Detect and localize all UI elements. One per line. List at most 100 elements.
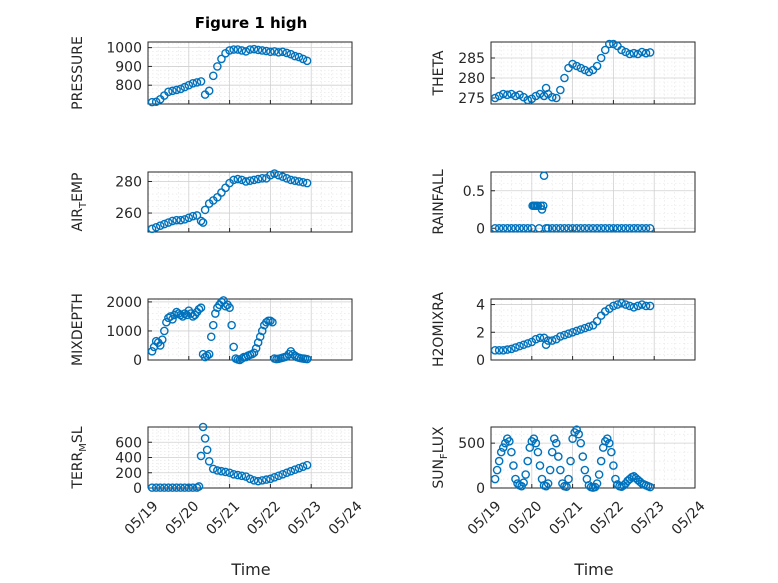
data-point bbox=[536, 201, 546, 211]
axes-background-mixdepth bbox=[147, 298, 353, 361]
data-point bbox=[605, 223, 614, 233]
y-tick-label: 800 bbox=[115, 78, 142, 94]
data-point bbox=[551, 93, 561, 103]
y-tick-label: 275 bbox=[458, 91, 485, 107]
data-point bbox=[184, 213, 194, 223]
data-point bbox=[645, 482, 655, 492]
data-point bbox=[237, 46, 247, 55]
data-point bbox=[160, 326, 169, 336]
data-point bbox=[249, 175, 259, 185]
data-point bbox=[198, 218, 208, 227]
y-tick-label: 2 bbox=[476, 325, 485, 341]
data-point bbox=[633, 223, 643, 233]
x-tick-label: 05/19 bbox=[122, 498, 162, 538]
data-point bbox=[625, 223, 635, 233]
data-point bbox=[294, 52, 304, 62]
data-point bbox=[225, 468, 234, 478]
data-point bbox=[592, 479, 602, 488]
data-point bbox=[641, 301, 651, 311]
data-point bbox=[282, 174, 292, 183]
y-tick-label: 280 bbox=[115, 174, 142, 190]
data-point bbox=[509, 461, 518, 470]
data-point bbox=[576, 325, 586, 334]
x-axis-label-right: Time bbox=[573, 560, 613, 579]
data-point bbox=[547, 447, 557, 457]
data-point bbox=[147, 346, 157, 356]
data-point bbox=[629, 303, 639, 312]
data-point bbox=[596, 223, 606, 233]
data-point bbox=[208, 71, 218, 81]
data-point bbox=[251, 344, 261, 353]
y-axis-label-h2omixra: H2OMIXRA bbox=[431, 292, 447, 367]
data-point bbox=[523, 223, 533, 233]
data-point bbox=[554, 452, 563, 461]
data-point bbox=[196, 303, 206, 313]
data-point bbox=[202, 445, 212, 455]
data-point bbox=[556, 465, 565, 475]
data-point bbox=[266, 47, 275, 57]
subplot-h2omixra: 0 2 4 H2OMIXRA bbox=[431, 292, 696, 369]
data-point bbox=[188, 79, 198, 88]
data-point bbox=[172, 85, 181, 95]
data-point bbox=[184, 483, 194, 492]
data-point bbox=[302, 56, 312, 66]
y-tick-label: 0 bbox=[476, 481, 485, 497]
data-point bbox=[572, 223, 581, 233]
data-point bbox=[584, 223, 594, 233]
data-point bbox=[278, 172, 287, 182]
data-point bbox=[229, 45, 238, 54]
data-point bbox=[578, 452, 588, 461]
data-point bbox=[617, 298, 626, 308]
data-point bbox=[574, 429, 584, 439]
data-point bbox=[645, 48, 655, 57]
x-tick-label: 05/23 bbox=[285, 498, 325, 538]
data-point bbox=[547, 223, 557, 233]
data-point bbox=[194, 482, 204, 491]
data-point bbox=[503, 345, 512, 354]
data-point bbox=[556, 85, 565, 95]
data-point bbox=[257, 326, 267, 336]
data-point bbox=[196, 216, 206, 226]
data-point bbox=[507, 89, 516, 99]
data-point bbox=[200, 434, 210, 443]
data-point bbox=[274, 170, 283, 180]
data-point bbox=[521, 470, 530, 479]
data-point bbox=[605, 39, 614, 49]
data-point bbox=[290, 51, 300, 61]
data-point bbox=[298, 177, 308, 187]
data-point bbox=[529, 434, 539, 443]
data-point bbox=[198, 422, 208, 432]
data-point bbox=[556, 332, 565, 341]
data-point bbox=[523, 95, 533, 105]
data-point bbox=[531, 91, 541, 101]
data-point bbox=[492, 465, 502, 475]
data-point bbox=[490, 93, 500, 103]
data-point bbox=[176, 310, 185, 320]
data-point bbox=[286, 49, 296, 59]
y-tick-label: 1000 bbox=[106, 41, 142, 57]
axes-background-rainfall bbox=[490, 171, 696, 233]
data-point bbox=[625, 49, 635, 59]
data-point bbox=[519, 478, 528, 487]
data-point bbox=[172, 483, 181, 492]
data-point bbox=[535, 461, 545, 470]
data-point bbox=[172, 215, 181, 225]
data-point bbox=[507, 447, 516, 457]
data-point bbox=[494, 223, 504, 233]
data-point bbox=[641, 223, 651, 233]
data-point bbox=[290, 176, 300, 185]
data-point bbox=[184, 80, 194, 90]
data-point bbox=[543, 336, 553, 345]
data-point bbox=[580, 323, 590, 333]
data-point bbox=[609, 301, 618, 311]
data-point bbox=[196, 77, 206, 86]
data-point bbox=[617, 223, 626, 233]
figure-title: Figure 1 high bbox=[195, 14, 308, 32]
data-point bbox=[229, 469, 238, 479]
data-point bbox=[202, 351, 212, 360]
data-point bbox=[609, 223, 618, 233]
data-point bbox=[621, 223, 630, 233]
data-point bbox=[253, 45, 263, 55]
